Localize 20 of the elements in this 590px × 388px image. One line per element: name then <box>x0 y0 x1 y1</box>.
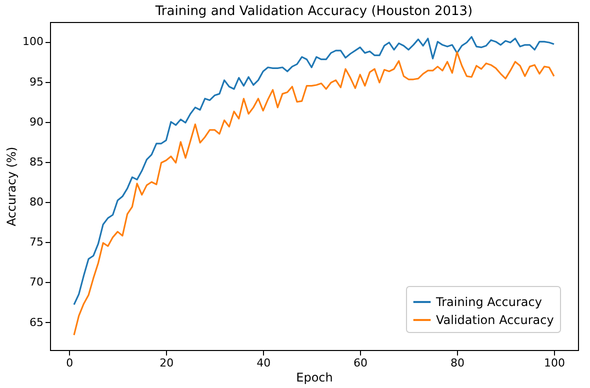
legend-label: Validation Accuracy <box>436 313 554 327</box>
x-tick-label: 100 <box>544 356 565 370</box>
x-tick-label: 80 <box>450 356 465 370</box>
y-tick-label: 70 <box>30 276 44 289</box>
y-tick-label: 65 <box>30 316 44 329</box>
x-tick-label: 60 <box>354 356 368 370</box>
legend-label: Training Accuracy <box>435 295 542 309</box>
y-tick-label: 100 <box>22 35 44 48</box>
x-axis-title: Epoch <box>296 370 333 384</box>
line-series <box>73 51 555 336</box>
y-tick-label: 95 <box>30 75 44 88</box>
y-axis-title: Accuracy (%) <box>4 146 19 226</box>
chart-title: Training and Validation Accuracy (Houston 2013) <box>154 4 473 19</box>
x-tick-label: 0 <box>66 356 74 370</box>
y-tick-label: 75 <box>30 236 44 249</box>
y-tick-label: 90 <box>30 115 44 128</box>
y-tick-label: 85 <box>30 155 44 168</box>
y-tick-label: 80 <box>30 196 44 209</box>
x-tick-label: 40 <box>256 356 271 370</box>
x-tick-label: 20 <box>160 356 174 370</box>
